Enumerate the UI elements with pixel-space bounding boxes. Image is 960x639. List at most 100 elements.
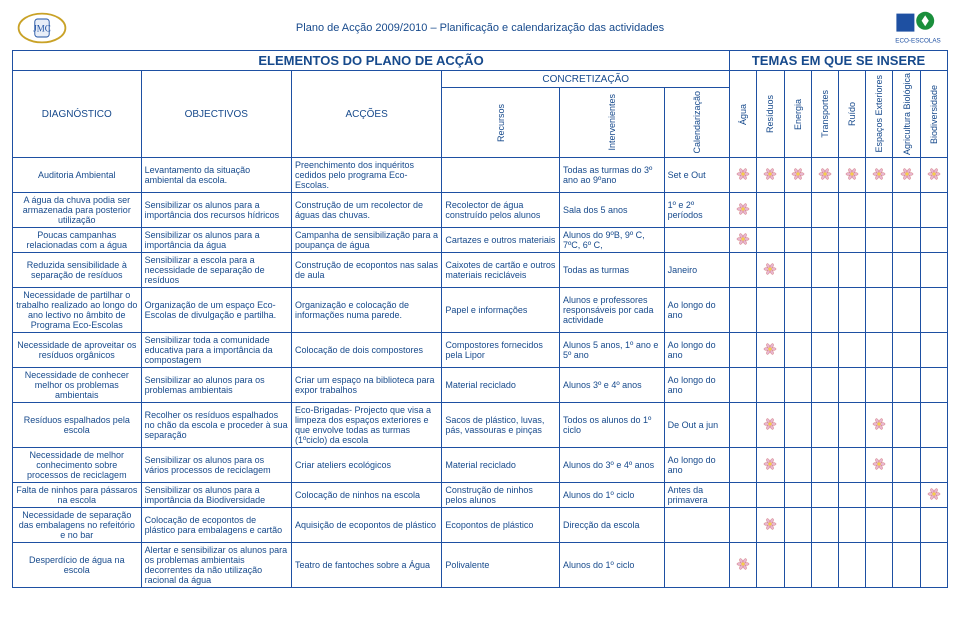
- theme-mark: [838, 508, 865, 543]
- theme-mark: [784, 508, 811, 543]
- theme-mark: [893, 508, 920, 543]
- theme-mark: [920, 543, 947, 588]
- header-concretizacao: CONCRETIZAÇÃO: [442, 71, 730, 88]
- table-row: Necessidade de melhor conhecimento sobre…: [13, 448, 948, 483]
- cell-obj: Sensibilizar ao alunos para os problemas…: [141, 368, 291, 403]
- cell-diag: Desperdício de água na escola: [13, 543, 142, 588]
- cell-cal: Set e Out: [664, 158, 729, 193]
- cell-obj: Recolher os resíduos espalhados no chão …: [141, 403, 291, 448]
- theme-mark: [893, 288, 920, 333]
- table-row: Necessidade de aproveitar os resíduos or…: [13, 333, 948, 368]
- cell-acc: Colocação de ninhos na escola: [291, 483, 441, 508]
- rosette-icon: [736, 202, 750, 216]
- theme-mark: [920, 508, 947, 543]
- cell-acc: Construção de ecopontos nas salas de aul…: [291, 253, 441, 288]
- theme-mark: [757, 288, 784, 333]
- page-title: Plano de Acção 2009/2010 – Planificação …: [72, 22, 888, 34]
- header-objectivos: OBJECTIVOS: [141, 71, 291, 158]
- cell-cal: Ao longo do ano: [664, 368, 729, 403]
- cell-cal: [664, 228, 729, 253]
- theme-mark: [866, 508, 893, 543]
- theme-mark: [893, 158, 920, 193]
- cell-acc: Criar um espaço na biblioteca para expor…: [291, 368, 441, 403]
- theme-mark: [811, 193, 838, 228]
- table-row: Desperdício de água na escolaAlertar e s…: [13, 543, 948, 588]
- subhead-calendarizacao: Calendarização: [664, 88, 729, 158]
- cell-acc: Eco-Brigadas- Projecto que visa a limpez…: [291, 403, 441, 448]
- theme-mark: [838, 368, 865, 403]
- theme-transportes: Transportes: [811, 71, 838, 158]
- cell-int: Todas as turmas: [560, 253, 665, 288]
- cell-cal: 1º e 2º períodos: [664, 193, 729, 228]
- theme-mark: [757, 158, 784, 193]
- cell-diag: Reduzida sensibilidade à separação de re…: [13, 253, 142, 288]
- cell-cal: Antes da primavera: [664, 483, 729, 508]
- cell-diag: Necessidade de aproveitar os resíduos or…: [13, 333, 142, 368]
- cell-obj: Sensibilizar a escola para a necessidade…: [141, 253, 291, 288]
- theme-mark: [866, 158, 893, 193]
- theme-mark: [730, 543, 757, 588]
- theme-mark: [920, 368, 947, 403]
- theme-mark: [811, 158, 838, 193]
- theme-mark: [920, 483, 947, 508]
- cell-rec: Polivalente: [442, 543, 560, 588]
- cell-diag: Necessidade de melhor conhecimento sobre…: [13, 448, 142, 483]
- cell-diag: Necessidade de conhecer melhor os proble…: [13, 368, 142, 403]
- cell-rec: Caixotes de cartão e outros materiais re…: [442, 253, 560, 288]
- page-header: JMC Plano de Acção 2009/2010 – Planifica…: [12, 10, 948, 46]
- cell-acc: Preenchimento dos inquéritos cedidos pel…: [291, 158, 441, 193]
- cell-obj: Sensibilizar os alunos para a importânci…: [141, 193, 291, 228]
- cell-diag: Poucas campanhas relacionadas com a água: [13, 228, 142, 253]
- cell-cal: [664, 508, 729, 543]
- theme-mark: [893, 483, 920, 508]
- table-row: Reduzida sensibilidade à separação de re…: [13, 253, 948, 288]
- theme-mark: [730, 253, 757, 288]
- theme-mark: [920, 228, 947, 253]
- theme-mark: [784, 158, 811, 193]
- cell-cal: [664, 543, 729, 588]
- cell-acc: Criar ateliers ecológicos: [291, 448, 441, 483]
- theme-mark: [784, 483, 811, 508]
- svg-text:ECO-ESCOLAS: ECO-ESCOLAS: [895, 37, 941, 44]
- theme-mark: [784, 333, 811, 368]
- theme-mark: [838, 228, 865, 253]
- theme-mark: [757, 333, 784, 368]
- theme-mark: [866, 193, 893, 228]
- theme-ruido: Ruído: [838, 71, 865, 158]
- theme-mark: [920, 193, 947, 228]
- theme-mark: [730, 158, 757, 193]
- theme-mark: [784, 368, 811, 403]
- theme-mark: [866, 448, 893, 483]
- theme-mark: [784, 253, 811, 288]
- rosette-icon: [763, 342, 777, 356]
- theme-mark: [757, 543, 784, 588]
- table-row: Necessidade de conhecer melhor os proble…: [13, 368, 948, 403]
- svg-text:JMC: JMC: [33, 24, 51, 34]
- theme-agua: Água: [730, 71, 757, 158]
- subhead-intervenientes: Intervenientes: [560, 88, 665, 158]
- header-temas: TEMAS EM QUE SE INSERE: [730, 51, 948, 71]
- cell-int: Alunos do 1º ciclo: [560, 483, 665, 508]
- theme-mark: [784, 403, 811, 448]
- cell-rec: [442, 158, 560, 193]
- cell-int: Alunos do 3º e 4º anos: [560, 448, 665, 483]
- theme-mark: [866, 228, 893, 253]
- theme-mark: [893, 448, 920, 483]
- theme-mark: [811, 403, 838, 448]
- rosette-icon: [736, 167, 750, 181]
- rosette-icon: [763, 417, 777, 431]
- cell-int: Alunos 5 anos, 1º ano e 5º ano: [560, 333, 665, 368]
- theme-mark: [893, 368, 920, 403]
- subhead-recursos: Recursos: [442, 88, 560, 158]
- table-row: Necessidade de separação das embalagens …: [13, 508, 948, 543]
- theme-mark: [811, 333, 838, 368]
- theme-espacos: Espaços Exteriores: [866, 71, 893, 158]
- rosette-icon: [763, 457, 777, 471]
- cell-acc: Teatro de fantoches sobre a Água: [291, 543, 441, 588]
- theme-mark: [893, 403, 920, 448]
- theme-mark: [811, 448, 838, 483]
- cell-cal: Ao longo do ano: [664, 333, 729, 368]
- theme-mark: [893, 333, 920, 368]
- theme-mark: [893, 543, 920, 588]
- cell-diag: Resíduos espalhados pela escola: [13, 403, 142, 448]
